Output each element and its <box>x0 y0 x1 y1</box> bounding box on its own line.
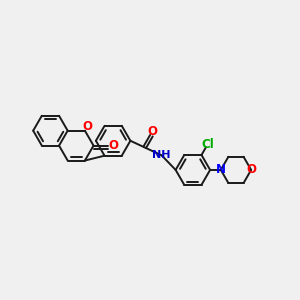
Text: O: O <box>82 119 93 133</box>
Text: O: O <box>148 125 158 138</box>
Text: O: O <box>108 139 118 152</box>
Text: N: N <box>216 164 226 176</box>
Text: O: O <box>246 164 256 176</box>
Text: Cl: Cl <box>201 138 214 151</box>
Text: NH: NH <box>152 150 171 160</box>
